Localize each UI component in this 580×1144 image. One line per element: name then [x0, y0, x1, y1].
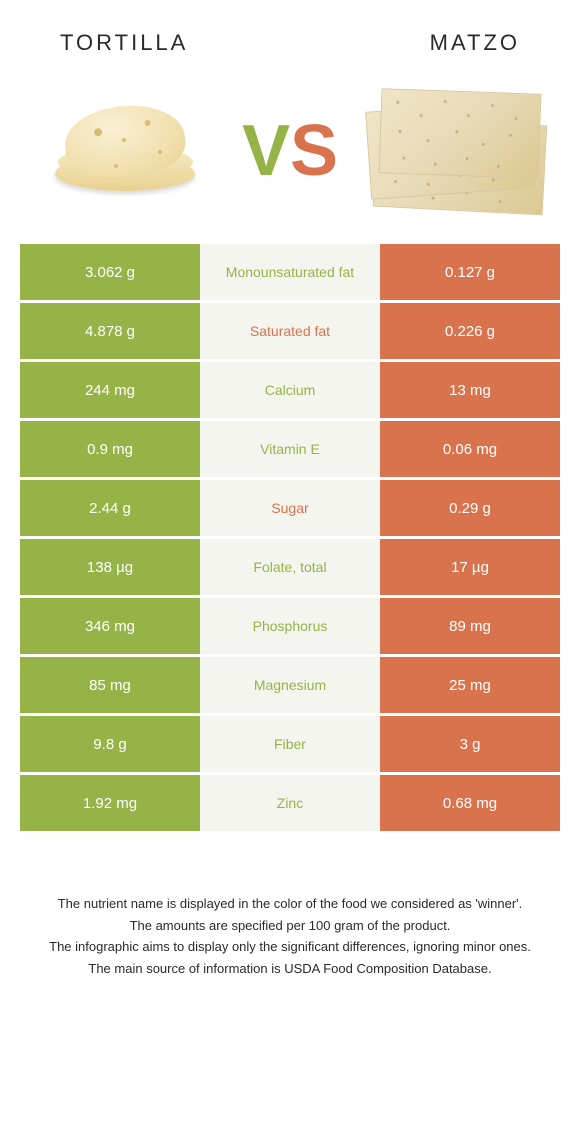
nutrition-table: 3.062 gMonounsaturated fat0.127 g4.878 g… [20, 241, 560, 834]
table-row: 9.8 gFiber3 g [20, 716, 560, 772]
nutrient-label: Vitamin E [200, 421, 380, 477]
right-value: 0.127 g [380, 244, 560, 300]
matzo-image [360, 86, 550, 216]
right-value: 0.68 mg [380, 775, 560, 831]
right-value: 0.06 mg [380, 421, 560, 477]
nutrient-label: Calcium [200, 362, 380, 418]
footer-notes: The nutrient name is displayed in the co… [20, 834, 560, 1000]
footer-line-1: The nutrient name is displayed in the co… [45, 894, 535, 914]
footer-line-4: The main source of information is USDA F… [45, 959, 535, 979]
left-value: 346 mg [20, 598, 200, 654]
nutrient-label: Folate, total [200, 539, 380, 595]
right-value: 3 g [380, 716, 560, 772]
right-value: 0.226 g [380, 303, 560, 359]
left-value: 244 mg [20, 362, 200, 418]
comparison-header: Tortilla Matzo [20, 20, 560, 86]
nutrient-label: Monounsaturated fat [200, 244, 380, 300]
table-row: 1.92 mgZinc0.68 mg [20, 775, 560, 831]
left-value: 2.44 g [20, 480, 200, 536]
tortilla-image [30, 86, 220, 216]
comparison-images: VS [20, 86, 560, 241]
left-value: 3.062 g [20, 244, 200, 300]
left-value: 4.878 g [20, 303, 200, 359]
table-row: 3.062 gMonounsaturated fat0.127 g [20, 244, 560, 300]
right-value: 25 mg [380, 657, 560, 713]
table-row: 244 mgCalcium13 mg [20, 362, 560, 418]
right-food-title: Matzo [430, 30, 520, 56]
table-row: 346 mgPhosphorus89 mg [20, 598, 560, 654]
table-row: 2.44 gSugar0.29 g [20, 480, 560, 536]
vs-v: V [242, 115, 290, 187]
nutrient-label: Magnesium [200, 657, 380, 713]
nutrient-label: Saturated fat [200, 303, 380, 359]
table-row: 138 µgFolate, total17 µg [20, 539, 560, 595]
left-value: 85 mg [20, 657, 200, 713]
right-value: 17 µg [380, 539, 560, 595]
left-value: 1.92 mg [20, 775, 200, 831]
table-row: 85 mgMagnesium25 mg [20, 657, 560, 713]
vs-s: S [290, 115, 338, 187]
vs-label: VS [242, 115, 338, 187]
footer-line-3: The infographic aims to display only the… [45, 937, 535, 957]
nutrient-label: Fiber [200, 716, 380, 772]
footer-line-2: The amounts are specified per 100 gram o… [45, 916, 535, 936]
left-value: 9.8 g [20, 716, 200, 772]
left-value: 138 µg [20, 539, 200, 595]
table-row: 4.878 gSaturated fat0.226 g [20, 303, 560, 359]
right-value: 0.29 g [380, 480, 560, 536]
right-value: 89 mg [380, 598, 560, 654]
nutrient-label: Zinc [200, 775, 380, 831]
table-row: 0.9 mgVitamin E0.06 mg [20, 421, 560, 477]
nutrient-label: Sugar [200, 480, 380, 536]
left-value: 0.9 mg [20, 421, 200, 477]
right-value: 13 mg [380, 362, 560, 418]
left-food-title: Tortilla [60, 30, 188, 56]
nutrient-label: Phosphorus [200, 598, 380, 654]
